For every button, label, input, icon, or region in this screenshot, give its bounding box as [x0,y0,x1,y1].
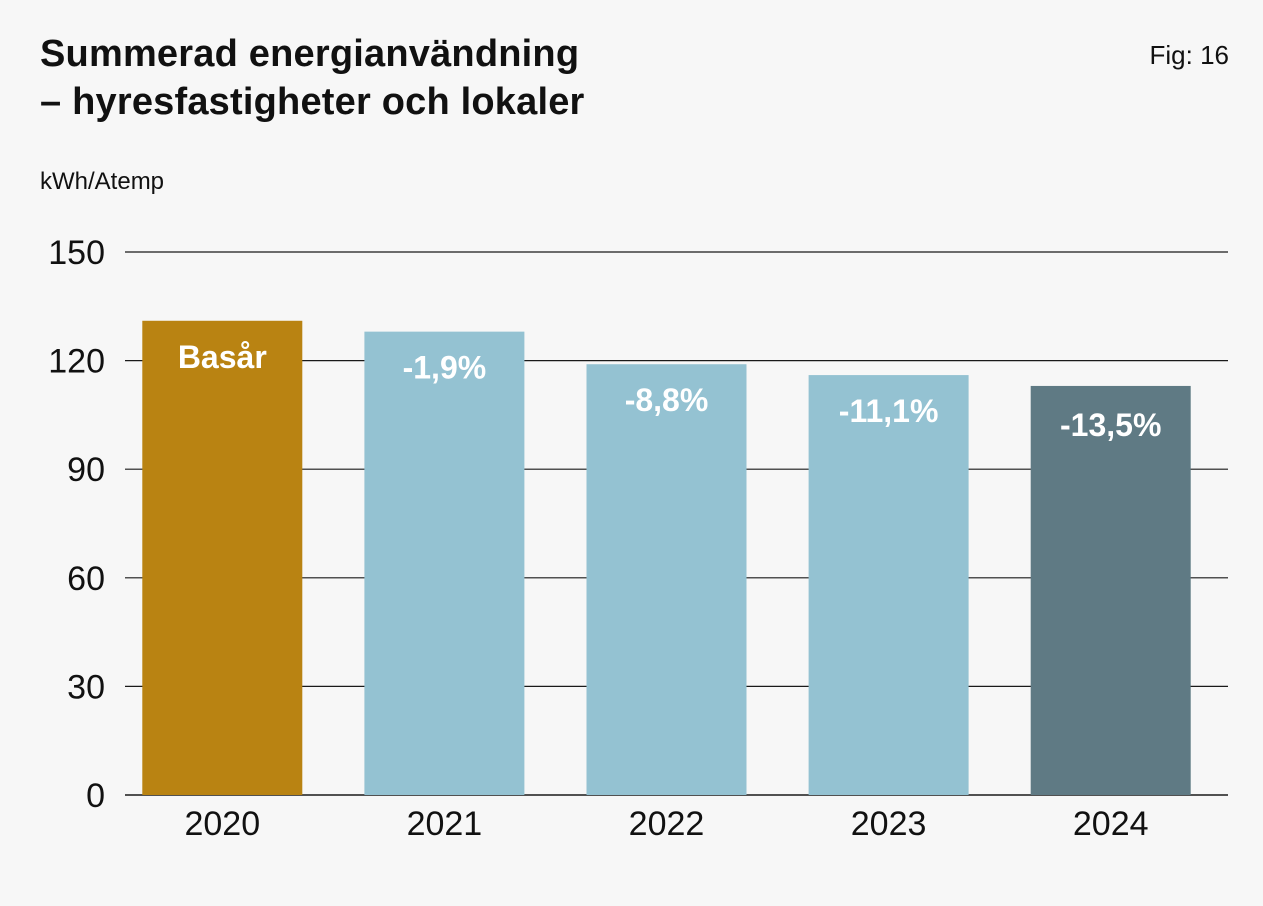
chart-title: Summerad energianvändning – hyresfastigh… [40,30,585,126]
bars [142,320,1191,795]
bar-data-label: Basår [178,339,267,375]
bar-2024 [1030,385,1191,795]
y-axis-ticks: 0 30 60 90 120 150 [48,234,105,815]
bar-2021 [364,331,525,795]
y-tick-label: 120 [48,343,105,381]
chart-title-line-1: Summerad energianvändning [40,33,580,75]
x-tick-label: 2020 [184,805,260,843]
y-tick-label: 150 [48,234,105,272]
x-tick-label: 2021 [407,805,483,843]
bar-labels: Basår -1,9% -8,8% -11,1% -13,5% [178,339,1162,443]
bar-data-label: -11,1% [839,393,939,429]
y-axis-unit-label: kWh/Atemp [40,168,165,195]
figure-number: Fig: 16 [1149,40,1230,70]
y-tick-label: 30 [67,668,105,706]
y-tick-label: 60 [67,560,105,598]
bar-2023 [808,375,969,795]
bar-data-label: -8,8% [625,382,709,418]
x-tick-label: 2024 [1073,805,1149,843]
bar-2020 [142,320,303,795]
bar-data-label: -13,5% [1060,407,1161,443]
bar-data-label: -1,9% [403,350,487,386]
bar-2022 [586,364,747,795]
chart-title-line-2: – hyresfastigheter och lokaler [40,81,585,123]
y-tick-label: 90 [67,451,105,489]
x-tick-label: 2022 [629,805,705,843]
x-tick-label: 2023 [851,805,927,843]
y-tick-label: 0 [86,777,105,815]
x-axis-ticks: 2020 2021 2022 2023 2024 [184,805,1148,843]
